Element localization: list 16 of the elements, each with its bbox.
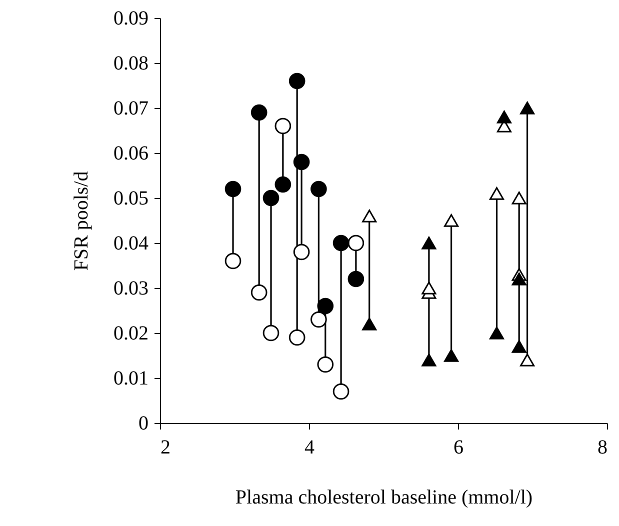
- y-tick-label: 0.05: [114, 188, 148, 210]
- y-axis-title: FSR pools/d: [70, 171, 92, 271]
- y-tick-label: 0.03: [114, 278, 148, 300]
- y-tick-label: 0: [138, 412, 148, 434]
- y-tick-label: 0.06: [114, 142, 148, 164]
- x-tick-label: 8: [598, 436, 608, 458]
- y-tick-label: 0.04: [114, 232, 148, 254]
- x-axis-title: Plasma cholesterol baseline (mmol/l): [235, 486, 533, 508]
- y-tick-label: 0.08: [114, 52, 148, 74]
- x-tick-label: 2: [160, 436, 170, 458]
- y-tick-label: 0.01: [114, 368, 148, 390]
- x-tick-label: 4: [304, 436, 314, 458]
- y-tick-label: 0.02: [114, 322, 148, 344]
- x-tick-label: 6: [454, 436, 464, 458]
- y-tick-label: 0.07: [114, 98, 148, 120]
- y-tick-label: 0.09: [114, 8, 148, 30]
